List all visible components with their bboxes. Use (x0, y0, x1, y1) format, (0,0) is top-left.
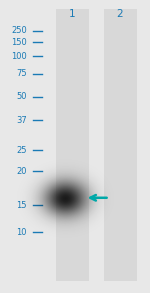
Text: 250: 250 (11, 26, 27, 35)
Text: 150: 150 (11, 38, 27, 47)
Text: 37: 37 (16, 116, 27, 125)
Text: 15: 15 (16, 201, 27, 209)
Bar (56, 9, 88, 281)
Text: 2: 2 (117, 9, 123, 19)
Bar (103, 9, 136, 281)
Text: 100: 100 (11, 52, 27, 61)
Text: 75: 75 (16, 69, 27, 78)
Text: 1: 1 (69, 9, 75, 19)
Text: 20: 20 (16, 167, 27, 176)
Text: 25: 25 (16, 146, 27, 154)
Text: 50: 50 (16, 92, 27, 101)
Text: 10: 10 (16, 228, 27, 236)
